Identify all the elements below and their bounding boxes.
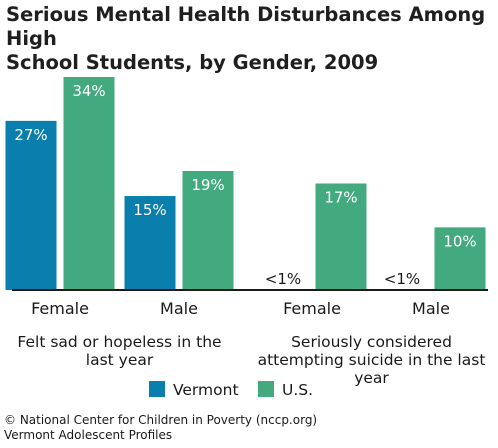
bar-vermont: [124, 196, 176, 290]
group-label: attempting suicide in the last: [258, 351, 486, 369]
legend-swatch-us: [258, 381, 274, 397]
bar-us: [434, 227, 486, 290]
source-publication: Vermont Adolescent Profiles: [4, 428, 173, 442]
data-label-vermont: <1%: [384, 270, 420, 288]
source-credit: © National Center for Children in Povert…: [4, 413, 318, 427]
x-tick-label: Female: [31, 299, 89, 318]
legend-label-us: U.S.: [282, 381, 313, 399]
data-label-vermont: <1%: [265, 270, 301, 288]
group-label: Seriously considered: [291, 333, 452, 351]
chart-title-line: School Students, by Gender, 2009: [6, 51, 379, 74]
data-label-us: 17%: [324, 189, 357, 207]
data-label-vermont: 15%: [133, 201, 166, 219]
data-label-us: 19%: [191, 176, 224, 194]
chart-title: Serious Mental Health Disturbances Among…: [6, 3, 492, 75]
data-label-vermont: 27%: [14, 126, 47, 144]
group-label: last year: [86, 351, 154, 369]
bar-us: [182, 170, 234, 290]
data-label-us: 34%: [72, 82, 105, 100]
bar-us: [63, 77, 115, 290]
group-label: year: [354, 369, 389, 387]
legend-swatch-vermont: [149, 381, 165, 397]
bar-us: [315, 183, 367, 290]
bar-vermont: [5, 120, 57, 291]
data-label-us: 10%: [443, 232, 476, 250]
chart-title-line: Serious Mental Health Disturbances Among…: [6, 3, 486, 50]
x-tick-label: Male: [160, 299, 198, 318]
x-tick-label: Male: [412, 299, 450, 318]
group-label: Felt sad or hopeless in the: [17, 333, 221, 351]
x-tick-label: Female: [283, 299, 341, 318]
source-footer: © National Center for Children in Povert…: [4, 413, 317, 443]
legend-label-vermont: Vermont: [173, 381, 239, 399]
